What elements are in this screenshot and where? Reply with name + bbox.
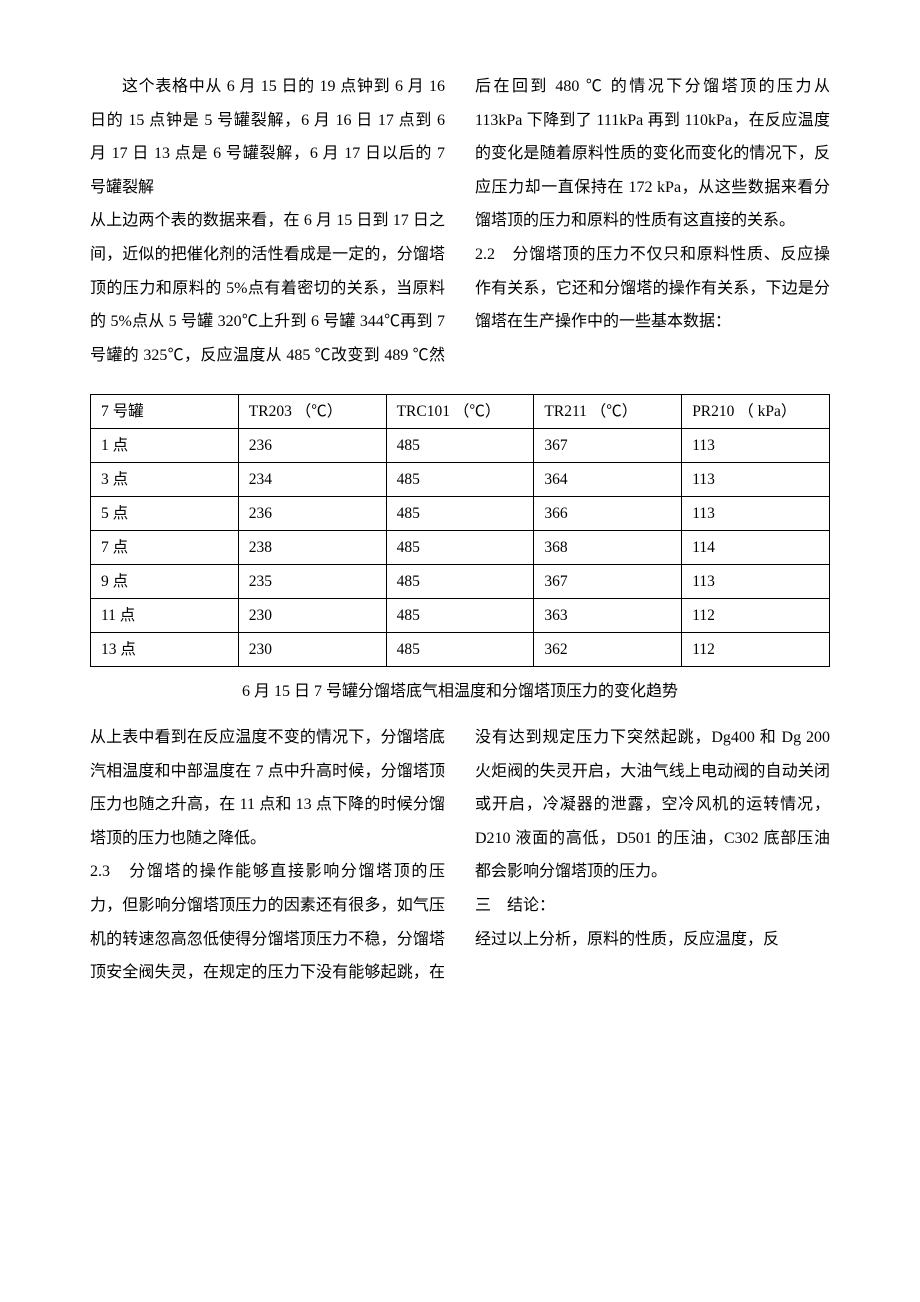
cell: 236 (238, 497, 386, 531)
bottom-two-column-text: 从上表中看到在反应温度不变的情况下，分馏塔底汽相温度和中部温度在 7 点中升高时… (90, 721, 830, 990)
cell: 364 (534, 463, 682, 497)
cell: 13 点 (91, 633, 239, 667)
cell: 1 点 (91, 429, 239, 463)
cell: 230 (238, 599, 386, 633)
col-header-4: PR210 （ kPa） (682, 395, 830, 429)
table-row: 9 点 235 485 367 113 (91, 565, 830, 599)
cell: 367 (534, 565, 682, 599)
cell: 7 点 (91, 531, 239, 565)
table-row: 5 点 236 485 366 113 (91, 497, 830, 531)
cell: 3 点 (91, 463, 239, 497)
cell: 485 (386, 633, 534, 667)
paragraph-1a: 这个表格中从 6 月 15 日的 19 点钟到 6 月 16 日的 15 点钟是… (90, 70, 445, 204)
cell: 113 (682, 429, 830, 463)
cell: 363 (534, 599, 682, 633)
cell: 238 (238, 531, 386, 565)
cell: 11 点 (91, 599, 239, 633)
col-header-0: 7 号罐 (91, 395, 239, 429)
cell: 234 (238, 463, 386, 497)
table-header-row: 7 号罐 TR203 （℃） TRC101 （℃） TR211 （℃） PR21… (91, 395, 830, 429)
table-caption: 6 月 15 日 7 号罐分馏塔底气相温度和分馏塔顶压力的变化趋势 (90, 675, 830, 709)
bottom-paragraph-1: 从上表中看到在反应温度不变的情况下，分馏塔底汽相温度和中部温度在 7 点中升高时… (90, 721, 445, 855)
cell: 485 (386, 531, 534, 565)
col-header-3: TR211 （℃） (534, 395, 682, 429)
col-header-1: TR203 （℃） (238, 395, 386, 429)
table-row: 7 点 238 485 368 114 (91, 531, 830, 565)
table-row: 1 点 236 485 367 113 (91, 429, 830, 463)
cell: 112 (682, 599, 830, 633)
col-header-2: TRC101 （℃） (386, 395, 534, 429)
cell: 485 (386, 497, 534, 531)
cell: 114 (682, 531, 830, 565)
cell: 367 (534, 429, 682, 463)
cell: 366 (534, 497, 682, 531)
cell: 236 (238, 429, 386, 463)
cell: 235 (238, 565, 386, 599)
bottom-paragraph-3b: 经过以上分析，原料的性质，反应温度，反 (475, 923, 830, 957)
cell: 485 (386, 429, 534, 463)
table-row: 3 点 234 485 364 113 (91, 463, 830, 497)
data-table: 7 号罐 TR203 （℃） TRC101 （℃） TR211 （℃） PR21… (90, 394, 830, 667)
table-row: 13 点 230 485 362 112 (91, 633, 830, 667)
cell: 362 (534, 633, 682, 667)
cell: 485 (386, 463, 534, 497)
cell: 485 (386, 599, 534, 633)
cell: 112 (682, 633, 830, 667)
cell: 368 (534, 531, 682, 565)
cell: 113 (682, 463, 830, 497)
cell: 230 (238, 633, 386, 667)
top-two-column-text: 这个表格中从 6 月 15 日的 19 点钟到 6 月 16 日的 15 点钟是… (90, 70, 830, 372)
table-row: 11 点 230 485 363 112 (91, 599, 830, 633)
cell: 113 (682, 497, 830, 531)
cell: 485 (386, 565, 534, 599)
cell: 9 点 (91, 565, 239, 599)
bottom-paragraph-3: 三 结论： (475, 889, 830, 923)
cell: 5 点 (91, 497, 239, 531)
cell: 113 (682, 565, 830, 599)
paragraph-2: 2.2 分馏塔顶的压力不仅只和原料性质、反应操作有关系，它还和分馏塔的操作有关系… (475, 238, 830, 339)
